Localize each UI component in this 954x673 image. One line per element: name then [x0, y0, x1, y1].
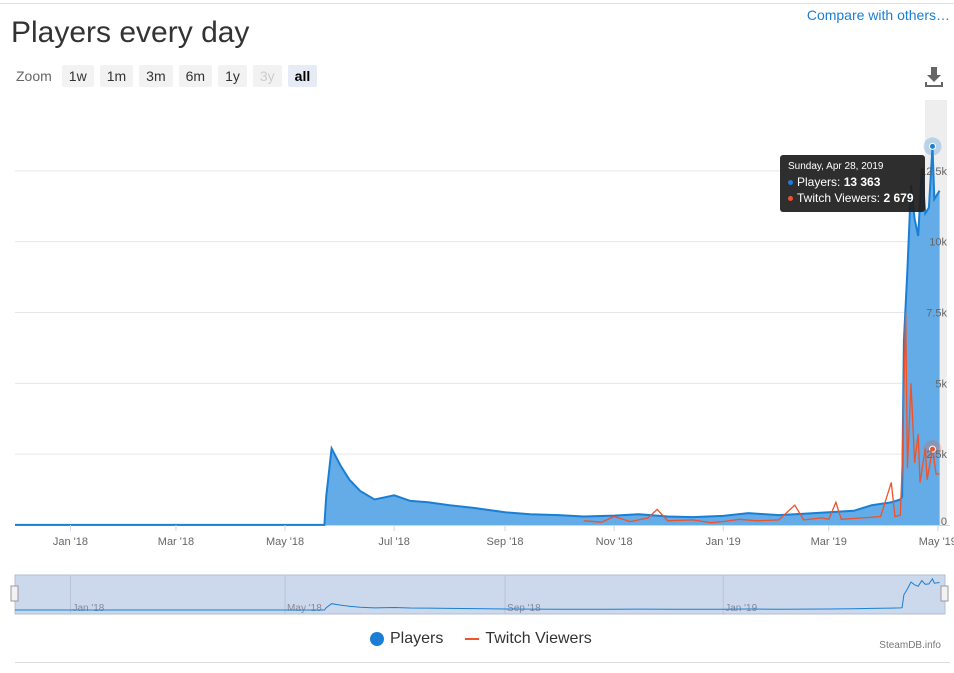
y-tick-label: 10k — [929, 237, 947, 249]
x-tick-label: Jan '19 — [706, 536, 741, 548]
twitch-line — [583, 312, 940, 524]
navigator-tick-label: Jan '18 — [72, 603, 104, 614]
legend: Players Twitch Viewers — [370, 630, 592, 648]
tooltip-players-label: Players: — [797, 175, 844, 189]
y-tick-label: 5k — [935, 378, 947, 390]
players-line — [15, 146, 941, 526]
navigator-selection — [14, 574, 946, 615]
zoom-1y-button[interactable]: 1y — [218, 65, 247, 87]
players-hover-point — [928, 142, 936, 150]
navigator-line — [15, 577, 940, 611]
tooltip-date: Sunday, Apr 28, 2019 — [788, 161, 884, 172]
x-tick-label: Mar '18 — [158, 536, 194, 548]
zoom-all-button[interactable]: all — [287, 65, 318, 87]
tooltip: Sunday, Apr 28, 2019 Players: 13 363 Twi… — [780, 155, 925, 212]
players-chart: 0 2.5k 5k 7.5k 10k 12.5k Jan '18 Mar '18 May '18… — [10, 100, 954, 615]
y-tick-label: 2.5k — [926, 449, 947, 461]
zoom-3m-button[interactable]: 3m — [139, 65, 173, 87]
twitch-dot-icon — [788, 196, 793, 202]
zoom-1m-button[interactable]: 1m — [99, 65, 134, 87]
x-tick-label: May '19 — [919, 536, 954, 548]
x-tick-label: Sep '18 — [487, 536, 524, 548]
navigator-tick-label: May '18 — [287, 603, 322, 614]
zoom-1w-button[interactable]: 1w — [61, 65, 94, 87]
legend-twitch[interactable]: Twitch Viewers — [485, 630, 592, 647]
zoom-label: Zoom — [16, 68, 52, 84]
tooltip-twitch-value: 2 679 — [883, 191, 914, 205]
zoom-3y-button: 3y — [252, 65, 282, 87]
download-icon[interactable] — [924, 66, 944, 88]
x-tick-label: Nov '18 — [596, 536, 633, 548]
zoom-6m-button[interactable]: 6m — [178, 65, 213, 87]
navigator-handle-right[interactable] — [940, 585, 949, 602]
compare-link[interactable]: Compare with others… — [806, 7, 950, 23]
players-legend-icon[interactable] — [370, 632, 384, 646]
players-dot-icon — [788, 180, 793, 186]
navigator-tick-label: Sep '18 — [507, 603, 541, 614]
zoom-selector: Zoom 1w 1m 3m 6m 1y 3y all — [16, 65, 318, 87]
x-tick-label: Jan '18 — [53, 536, 88, 548]
top-divider — [0, 3, 954, 4]
bottom-divider — [15, 662, 950, 663]
x-tick-label: Mar '19 — [811, 536, 847, 548]
legend-players[interactable]: Players — [390, 630, 444, 647]
tooltip-twitch-label: Twitch Viewers: — [797, 191, 884, 205]
navigator-tick-label: Jan '19 — [725, 603, 757, 614]
y-tick-label: 12.5k — [920, 166, 947, 178]
credit: SteamDB.info — [879, 640, 941, 651]
page-title: Players every day — [11, 16, 250, 49]
y-tick-label: 0 — [941, 516, 947, 528]
navigator-handle-left[interactable] — [10, 585, 19, 602]
tooltip-players-value: 13 363 — [843, 175, 881, 189]
x-tick-label: Jul '18 — [378, 536, 409, 548]
twitch-legend-icon[interactable] — [465, 638, 480, 640]
twitch-hover-point — [928, 445, 936, 453]
y-tick-label: 7.5k — [926, 308, 947, 320]
x-tick-label: May '18 — [266, 536, 304, 548]
